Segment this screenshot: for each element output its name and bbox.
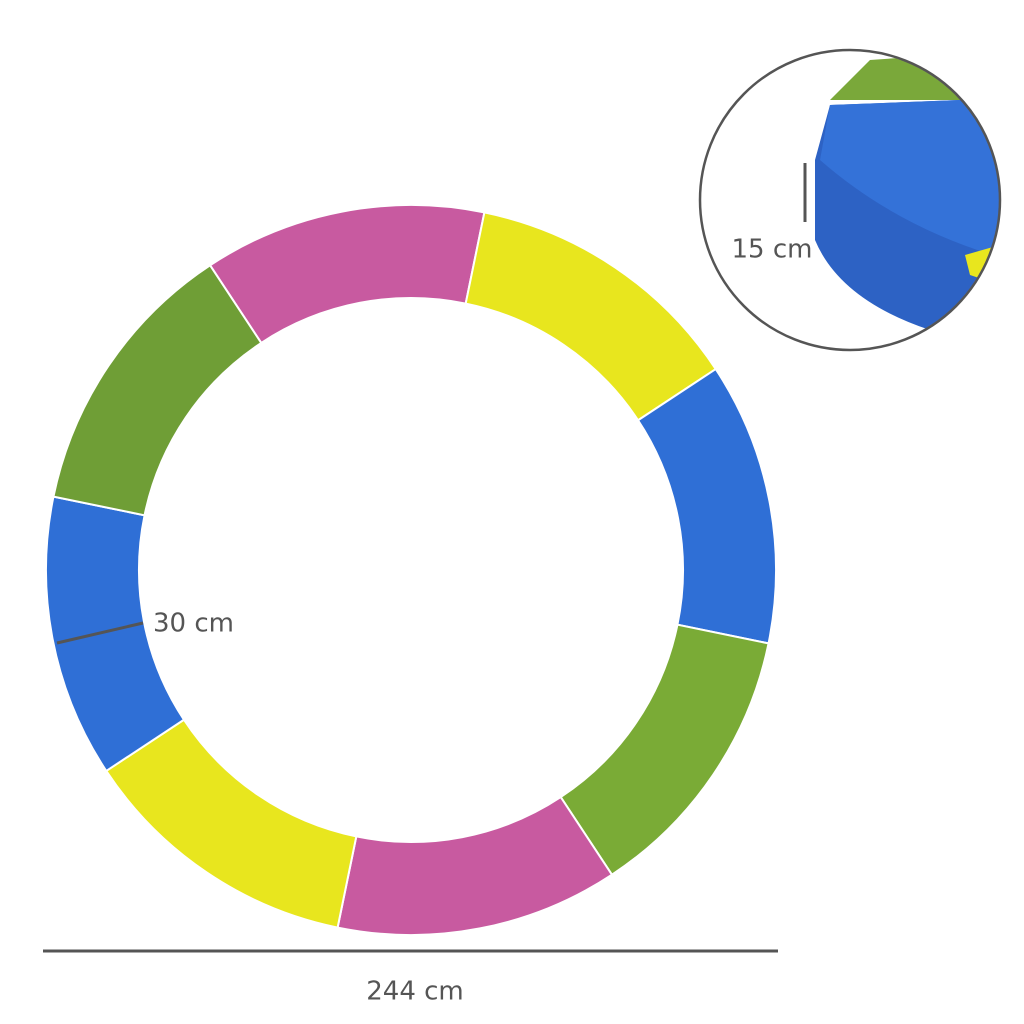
thickness-label: 15 cm: [732, 235, 813, 265]
inset-detail: [701, 51, 999, 349]
inset-circle: [698, 48, 1002, 352]
width-marker: [56, 621, 144, 645]
pad-ring: [45, 204, 777, 936]
pad-segment: [336, 795, 614, 936]
pad-segment: [52, 263, 263, 517]
inset-pad-top: [820, 100, 999, 260]
pad-segment: [208, 204, 486, 345]
pad-segment: [104, 718, 358, 929]
pad-segment: [636, 367, 777, 645]
pad-segment: [559, 623, 770, 877]
pad-segment: [464, 211, 718, 422]
width-label: 30 cm: [153, 609, 234, 639]
diameter-label: 244 cm: [366, 977, 464, 1007]
